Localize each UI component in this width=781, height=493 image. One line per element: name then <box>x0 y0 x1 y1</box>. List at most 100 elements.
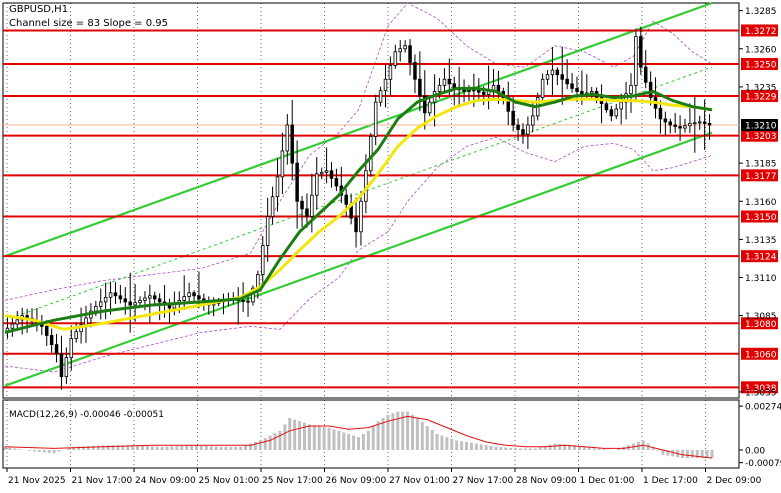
chart-subtitle: Channel size = 83 Slope = 0.95 <box>9 18 168 29</box>
y-tick-label: 1.3085 <box>745 312 777 322</box>
candle-body <box>143 297 147 301</box>
candle-body <box>261 245 265 275</box>
candle-body <box>324 170 329 173</box>
current-price-box <box>741 119 778 132</box>
candle-body <box>74 331 78 339</box>
macd-label: MACD(12,26,9) -0.00046 -0.00051 <box>9 410 164 420</box>
price-axis: 1.3285 1.3260 1.3235 1.3185 1.3160 1.3135 1.31… <box>739 7 777 398</box>
candle-body <box>643 66 648 83</box>
candle-body <box>187 292 191 297</box>
candle-body <box>133 302 137 306</box>
macd-panel: 0.00274 0.00 -0.00079 MACD(12,26,9) -0.000… <box>2 399 781 469</box>
level-label: 1.3080 <box>745 320 777 330</box>
candle-body <box>300 200 304 210</box>
ma-yellow-line <box>4 97 713 331</box>
x-tick-label: 1 Dec 01:00 <box>580 476 635 486</box>
candle-body <box>658 107 663 120</box>
candle-body <box>702 121 707 124</box>
candle-body <box>290 124 294 164</box>
x-tick-label: 21 Nov 2025 <box>8 476 66 486</box>
level-label-box <box>741 347 778 360</box>
price-panel: 1.3272 1.3250 1.3229 1.3203 1.3177 1.3150 1.31… <box>2 1 778 399</box>
y-tick-label: 1.3160 <box>745 198 777 208</box>
candle-body <box>59 353 64 378</box>
x-tick-label: 27 Nov 01:00 <box>389 476 450 486</box>
candle-body <box>550 69 555 76</box>
candle-body <box>516 124 520 130</box>
y-tick-label: 1.3035 <box>745 388 777 398</box>
candle-body <box>555 69 560 76</box>
candle-body <box>673 124 677 127</box>
x-tick-label: 28 Nov 09:00 <box>516 476 577 486</box>
candle-body <box>49 335 54 346</box>
candle-body <box>609 109 614 117</box>
x-tick-label: 25 Nov 17:00 <box>262 476 323 486</box>
level-label-box <box>741 210 778 223</box>
level-label: 1.3038 <box>745 384 777 394</box>
y-tick-label: 1.3285 <box>745 7 777 17</box>
candle-body <box>648 81 653 98</box>
macd-y-tick-label: 0.00274 <box>745 403 781 413</box>
candle-body <box>280 150 285 178</box>
candle-body <box>540 78 545 98</box>
candle-body <box>531 115 535 126</box>
macd-y-tick-label: -0.00079 <box>745 459 781 469</box>
y-tick-label: 1.3235 <box>745 83 777 93</box>
candle-body <box>388 65 393 80</box>
candle-body <box>398 48 402 53</box>
candle-body <box>526 124 530 135</box>
y-tick-label: 1.3110 <box>745 274 777 284</box>
candle-body <box>408 45 412 63</box>
level-label-box <box>741 381 778 394</box>
candle-body <box>565 78 569 85</box>
candle-body <box>15 319 20 325</box>
x-tick-label: 2 Dec 09:00 <box>707 476 762 486</box>
candle-body <box>378 90 383 103</box>
candle-body <box>393 51 398 66</box>
macd-histogram <box>3 411 714 458</box>
candle-body <box>545 74 550 80</box>
candle-body <box>275 176 280 198</box>
candle-body <box>707 123 712 126</box>
level-label-box <box>741 58 778 71</box>
level-label-box <box>741 250 778 263</box>
x-tick-label: 27 Nov 17:00 <box>453 476 514 486</box>
candle-body <box>285 124 290 152</box>
candle-body <box>427 101 432 114</box>
candle-body <box>678 126 682 129</box>
candle-body <box>246 300 250 303</box>
level-label-box <box>741 24 778 37</box>
candle-body <box>84 317 88 326</box>
x-tick-label: 21 Nov 17:00 <box>72 476 133 486</box>
candle-body <box>334 177 339 187</box>
candle-body <box>295 162 299 202</box>
candle-body <box>403 45 407 50</box>
level-label-box <box>741 90 778 103</box>
candle-body <box>10 323 15 329</box>
candle-body <box>329 170 334 179</box>
candle-body <box>693 122 697 125</box>
candle-body <box>123 298 128 303</box>
candle-body <box>128 301 132 306</box>
x-tick-label: 26 Nov 09:00 <box>326 476 387 486</box>
candle-body <box>634 36 638 86</box>
level-label: 1.3203 <box>745 132 777 142</box>
level-labels: 1.3272 1.3250 1.3229 1.3203 1.3177 1.3150 1.31… <box>741 24 778 394</box>
candle-body <box>560 74 565 80</box>
candle-body <box>108 292 113 298</box>
candle-body <box>383 78 388 92</box>
candle-body <box>462 89 466 92</box>
candle-body <box>467 90 471 93</box>
candle-body <box>265 216 270 246</box>
chart-title: GBPUSD,H1 <box>9 4 68 15</box>
candle-body <box>319 171 324 175</box>
candle-body <box>98 301 103 307</box>
level-label-box <box>741 317 778 330</box>
candle-body <box>614 108 619 117</box>
channel-mid-line <box>4 66 713 321</box>
candle-body <box>94 306 98 312</box>
macd-grid <box>6 400 706 468</box>
candle-body <box>369 136 373 172</box>
candle-body <box>481 91 486 95</box>
